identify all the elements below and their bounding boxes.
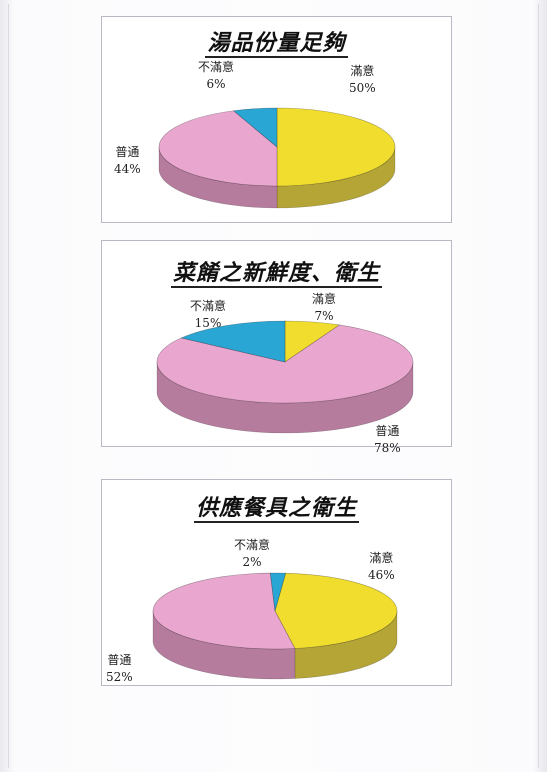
pie-slice-normal <box>152 572 296 650</box>
slice-label-normal: 普通 78% <box>374 424 401 455</box>
pie-slice-satisfied <box>274 572 398 649</box>
slice-label-satisfied: 滿意 46% <box>368 551 395 582</box>
chart-panel-portion: 湯品份量足夠 滿意 50% 普通 44% 不滿意 6% <box>101 16 452 223</box>
pie-slice-satisfied <box>276 107 396 187</box>
chart-title: 菜餚之新鮮度、衛生 <box>102 255 451 288</box>
slice-label-normal: 普通 52% <box>106 653 133 684</box>
chart-title: 供應餐具之衛生 <box>102 490 451 523</box>
pie-slice-satisfied <box>284 320 341 363</box>
chart-panel-tableware: 供應餐具之衛生 滿意 46% 普通 52% 不滿意 2% <box>101 479 452 686</box>
chart-panel-freshness: 菜餚之新鮮度、衛生 滿意 7% 普通 78% 不滿意 15% <box>101 240 452 455</box>
pie-slice-normal <box>156 324 414 404</box>
page-edge <box>8 4 539 768</box>
slice-label-unsatisfied: 不滿意 6% <box>198 60 235 91</box>
chart-title: 湯品份量足夠 <box>102 25 451 58</box>
chart-title-text: 供應餐具之衛生 <box>193 495 359 523</box>
chart-title-text: 湯品份量足夠 <box>205 30 348 58</box>
slice-label-satisfied: 滿意 7% <box>312 292 337 323</box>
pie-slice-normal <box>158 110 278 187</box>
slice-label-unsatisfied: 不滿意 2% <box>234 538 271 569</box>
slice-label-normal: 普通 44% <box>114 145 141 176</box>
pie-slice-unsatisfied <box>232 107 278 148</box>
pie-slice-unsatisfied <box>269 572 287 612</box>
pie-slice-unsatisfied <box>180 320 286 363</box>
pie-chart-svg <box>158 107 396 209</box>
slice-label-satisfied: 滿意 50% <box>349 64 376 95</box>
chart-title-text: 菜餚之新鮮度、衛生 <box>170 260 382 288</box>
slice-label-unsatisfied: 不滿意 15% <box>190 299 227 330</box>
pie-chart-svg <box>152 572 398 680</box>
pie-chart-svg <box>156 320 414 434</box>
